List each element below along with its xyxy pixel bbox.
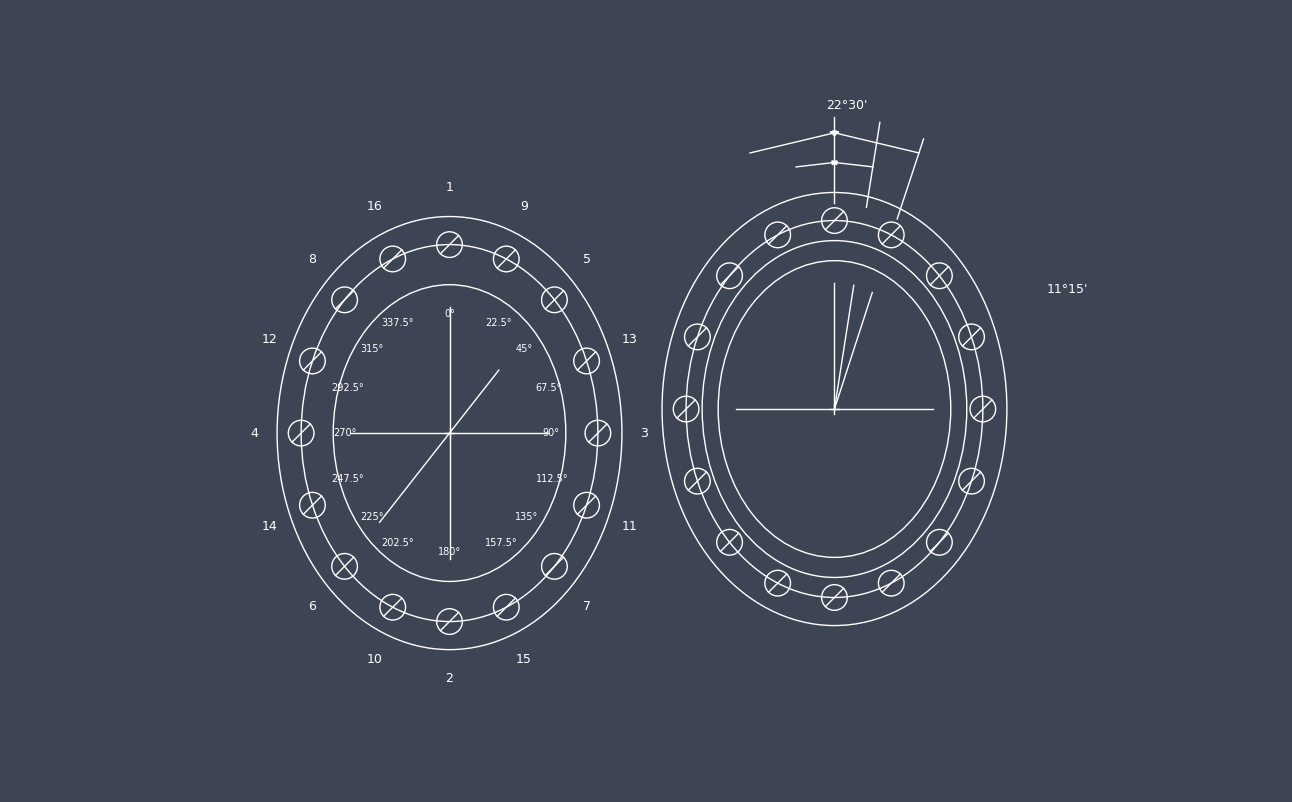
Polygon shape bbox=[832, 131, 839, 136]
Text: 3: 3 bbox=[641, 427, 649, 439]
Text: 247.5°: 247.5° bbox=[331, 473, 363, 484]
Polygon shape bbox=[831, 131, 836, 136]
Text: 5: 5 bbox=[583, 253, 592, 266]
Text: 7: 7 bbox=[583, 600, 592, 613]
Text: 135°: 135° bbox=[516, 512, 539, 522]
Text: 270°: 270° bbox=[333, 428, 357, 438]
Polygon shape bbox=[832, 161, 837, 164]
Text: 292.5°: 292.5° bbox=[331, 383, 363, 393]
Text: 2: 2 bbox=[446, 672, 453, 685]
Text: 10: 10 bbox=[367, 654, 382, 666]
Polygon shape bbox=[832, 161, 837, 164]
Text: 6: 6 bbox=[307, 600, 315, 613]
Text: 315°: 315° bbox=[360, 344, 384, 354]
Text: 202.5°: 202.5° bbox=[381, 537, 413, 548]
Text: 45°: 45° bbox=[516, 344, 532, 354]
Text: 0°: 0° bbox=[444, 310, 455, 319]
Text: 180°: 180° bbox=[438, 547, 461, 557]
Text: 16: 16 bbox=[367, 200, 382, 213]
Text: 4: 4 bbox=[251, 427, 258, 439]
Text: 14: 14 bbox=[261, 520, 278, 533]
Text: 337.5°: 337.5° bbox=[381, 318, 413, 329]
Text: 9: 9 bbox=[521, 200, 528, 213]
Text: 225°: 225° bbox=[360, 512, 384, 522]
Text: 11°15': 11°15' bbox=[1047, 283, 1088, 297]
Text: 67.5°: 67.5° bbox=[535, 383, 562, 393]
Text: 15: 15 bbox=[516, 654, 532, 666]
Text: 22.5°: 22.5° bbox=[484, 318, 512, 329]
Text: 112.5°: 112.5° bbox=[535, 473, 568, 484]
Text: 90°: 90° bbox=[543, 428, 559, 438]
Text: 12: 12 bbox=[261, 333, 278, 346]
Text: 157.5°: 157.5° bbox=[484, 537, 518, 548]
Text: 8: 8 bbox=[307, 253, 315, 266]
Text: 1: 1 bbox=[446, 181, 453, 194]
Text: 22°30': 22°30' bbox=[826, 99, 867, 111]
Text: 11: 11 bbox=[621, 520, 637, 533]
Text: 13: 13 bbox=[621, 333, 637, 346]
